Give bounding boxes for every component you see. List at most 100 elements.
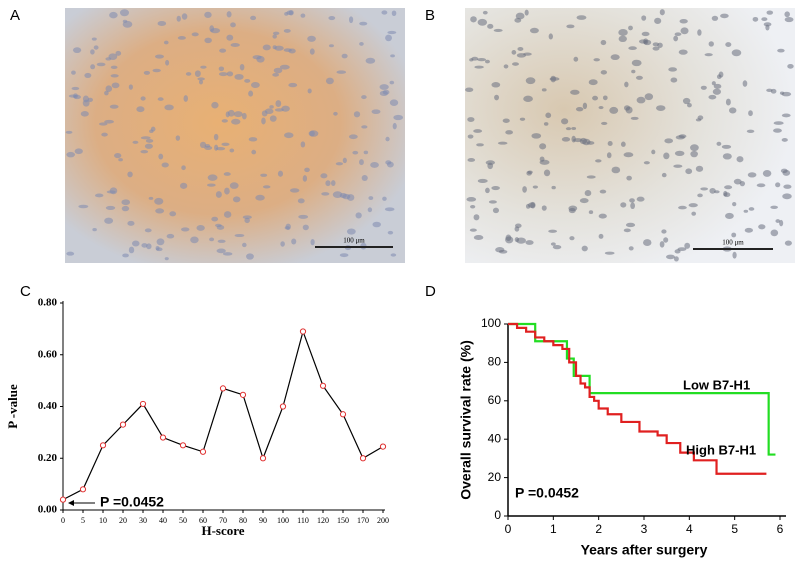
cell — [781, 138, 788, 142]
y-tick-label: 0.60 — [38, 348, 58, 360]
cell — [626, 175, 632, 181]
cell — [114, 152, 122, 159]
data-point — [339, 411, 347, 418]
x-tick-label: 2 — [595, 522, 602, 536]
cell — [66, 251, 75, 256]
cell — [82, 95, 89, 103]
cell — [551, 185, 556, 190]
data-point — [239, 391, 247, 398]
cell — [690, 150, 698, 158]
cell — [673, 35, 679, 42]
cell — [104, 119, 114, 124]
cell — [248, 137, 258, 142]
cell — [309, 48, 315, 55]
cell — [180, 227, 190, 232]
cell — [517, 47, 524, 51]
cell — [221, 142, 230, 146]
cell — [234, 233, 245, 238]
cell — [320, 173, 328, 179]
cell — [386, 161, 394, 168]
cell — [571, 135, 576, 143]
cell — [628, 25, 633, 31]
data-point — [59, 496, 67, 503]
cell — [104, 90, 109, 96]
cell — [600, 39, 607, 46]
cell — [748, 110, 753, 117]
cell — [673, 164, 683, 168]
cell — [652, 46, 660, 51]
cell — [709, 187, 716, 194]
cell — [226, 71, 234, 77]
cell — [233, 111, 243, 118]
data-line — [62, 329, 384, 501]
cell — [711, 81, 716, 86]
cell — [269, 105, 274, 109]
cell — [346, 228, 356, 235]
cell — [300, 13, 306, 18]
panel-label: C — [20, 283, 31, 300]
x-tick-label: 20 — [119, 516, 127, 525]
cell — [307, 35, 316, 42]
cell — [784, 11, 790, 18]
cell — [365, 57, 376, 64]
cell — [90, 64, 96, 70]
cell — [341, 53, 348, 59]
cell — [522, 186, 527, 193]
cell — [361, 125, 368, 129]
cell — [607, 140, 613, 147]
cell — [241, 112, 247, 120]
cell — [308, 130, 319, 137]
cell — [78, 204, 89, 209]
cell — [140, 149, 149, 154]
cell — [353, 111, 361, 118]
x-tick-label: 5 — [731, 522, 738, 536]
cell — [514, 226, 520, 232]
cell — [584, 190, 592, 197]
cell — [579, 198, 589, 204]
scale-bar-label: 100 μm — [343, 237, 365, 245]
x-tick-label: 70 — [219, 516, 227, 525]
cell — [321, 192, 330, 196]
cell — [179, 182, 188, 189]
cells — [65, 9, 404, 261]
cell — [121, 205, 130, 212]
scale-bar-label: 100 μm — [722, 239, 744, 247]
cell — [105, 205, 116, 210]
cell — [620, 141, 626, 147]
cell — [359, 159, 364, 166]
cell — [223, 211, 232, 218]
cell — [80, 111, 89, 117]
cell — [732, 251, 737, 259]
cell — [744, 227, 754, 233]
cell — [132, 240, 140, 247]
cell — [274, 108, 284, 112]
cell — [514, 237, 520, 243]
cell — [561, 118, 569, 125]
cell — [571, 126, 577, 131]
cell — [127, 220, 135, 226]
cell — [598, 233, 604, 239]
cell — [367, 207, 373, 213]
cell — [598, 213, 607, 219]
cell — [685, 168, 693, 175]
cell — [230, 43, 240, 48]
cell — [91, 37, 97, 41]
y-axis-label: P -value — [5, 384, 20, 429]
cell — [275, 100, 282, 107]
cell — [575, 107, 584, 112]
cell — [390, 253, 397, 257]
cell — [361, 175, 368, 181]
cell — [217, 239, 226, 243]
cell — [302, 175, 308, 182]
cell — [339, 253, 349, 258]
cell — [644, 93, 654, 101]
cell — [582, 102, 588, 110]
cell — [588, 210, 594, 215]
x-tick-label: 100 — [277, 516, 289, 525]
cell — [161, 162, 169, 168]
y-tick-label: 100 — [481, 316, 501, 330]
cell — [163, 40, 169, 45]
cell — [733, 178, 742, 185]
cell — [511, 50, 517, 55]
cell — [104, 217, 114, 224]
